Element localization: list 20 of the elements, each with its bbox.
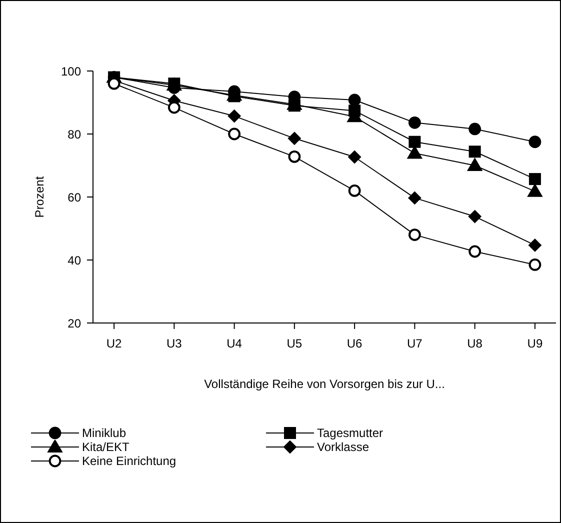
y-tick-label: 20 [68, 316, 82, 330]
legend-label: Kita/EKT [82, 440, 130, 454]
legend-label: Vorklasse [317, 440, 370, 454]
x-tick-label: U4 [226, 336, 242, 351]
legend-label: Miniklub [82, 426, 126, 440]
y-tick-label: 80 [68, 127, 82, 142]
x-axis-title: Vollständige Reihe von Vorsorgen bis zur U... [204, 377, 445, 391]
x-tick-label: U6 [346, 336, 363, 351]
x-tick-label: U9 [527, 336, 543, 351]
y-tick-label: 100 [60, 64, 82, 78]
y-tick-label: 40 [68, 253, 82, 268]
x-tick-label: U8 [467, 336, 483, 351]
y-axis-title: Prozent [32, 176, 46, 218]
legend-label: Keine Einrichtung [82, 454, 176, 468]
x-tick-label: U3 [166, 336, 182, 351]
y-tick-label: 60 [68, 190, 82, 204]
x-tick-label: U7 [407, 336, 423, 351]
legend-label: Tagesmutter [317, 426, 384, 440]
x-tick-label: U2 [106, 336, 122, 351]
x-tick-label: U5 [286, 336, 302, 351]
